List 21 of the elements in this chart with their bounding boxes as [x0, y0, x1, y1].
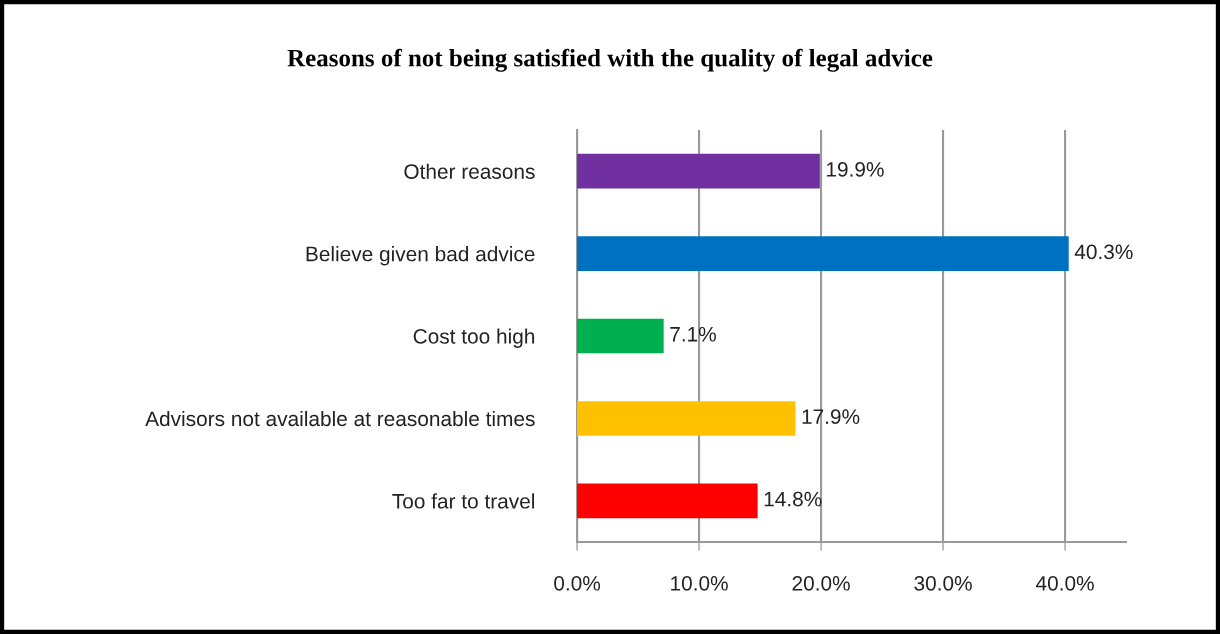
y-tick-label: Believe given bad advice [306, 246, 535, 266]
data-label: 40.3% [1074, 244, 1133, 260]
chart-title: Reasons of not being satisfied with the quality of legal advice [287, 48, 933, 72]
data-label: 19.9% [826, 162, 884, 177]
y-tick-label: Too far to travel [392, 493, 535, 509]
bar [577, 153, 820, 189]
bar [577, 483, 758, 519]
x-tick-label: 30.0% [914, 575, 972, 591]
y-tick-label: Cost too high [413, 328, 535, 348]
x-tick-label: 10.0% [671, 575, 728, 591]
data-label: 7.1% [670, 326, 716, 342]
x-tick-label: 0.0% [554, 575, 601, 591]
bar [577, 401, 796, 436]
y-tick-label: Other reasons [404, 163, 535, 179]
data-label: 17.9% [802, 409, 860, 425]
bar [577, 318, 664, 354]
x-tick-label: 40.0% [1036, 575, 1094, 591]
data-label: 14.8% [764, 491, 822, 507]
x-tick-label: 20.0% [792, 575, 850, 591]
bar [577, 236, 1069, 271]
y-tick-label: Advisors not available at reasonable times [145, 410, 535, 427]
